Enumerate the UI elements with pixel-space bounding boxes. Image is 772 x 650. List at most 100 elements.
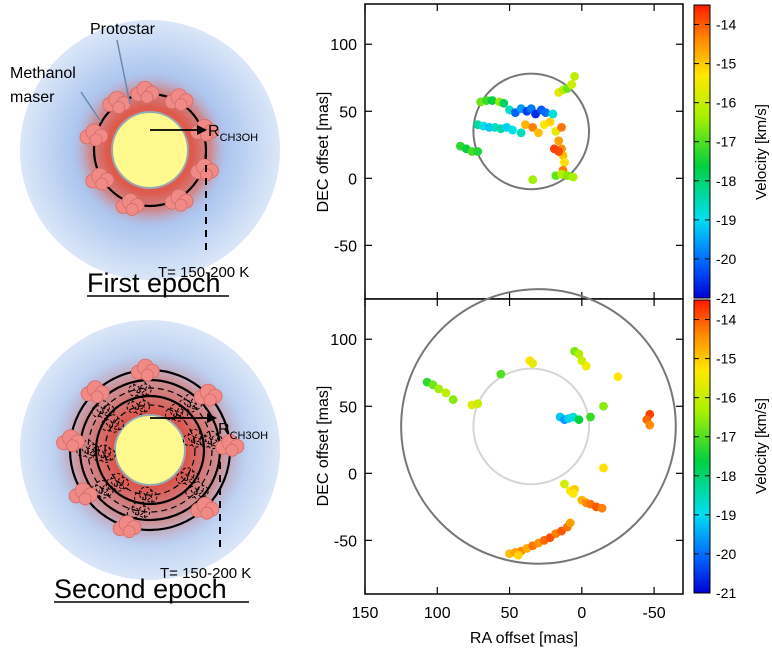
maser-cloud (185, 481, 209, 500)
maser-spot (499, 98, 509, 108)
maser-cloud (164, 188, 194, 212)
colorbar-gradient (693, 4, 711, 299)
y-tick-label: 0 (348, 466, 357, 483)
radius-arrowhead (207, 413, 217, 423)
maser-label: maser (10, 89, 55, 106)
maser-spot (496, 369, 506, 379)
maser-cloud (215, 433, 245, 457)
protostar-pointer-line (116, 39, 131, 105)
maser-spot (516, 128, 526, 138)
ticks-layer: 100 50 0 -50 (330, 4, 683, 299)
protostar-label: Protostar (90, 21, 156, 38)
maser-spot (521, 120, 530, 130)
colorbar-tick-label: -19 (716, 212, 736, 228)
radius-label: RCH3OH (218, 421, 268, 442)
x-axis-label: RA offset [mas] (470, 630, 578, 647)
maser-spot (645, 420, 655, 430)
colorbar-tick-label: -18 (716, 468, 736, 484)
maser-spot (541, 108, 551, 118)
colorbar-tick-label: -21 (716, 290, 736, 306)
reference-circle (472, 72, 591, 191)
maser-spot (473, 147, 483, 156)
y-tick-label: 0 (348, 171, 357, 188)
maser-spot (548, 109, 558, 119)
x-tick-label: 150 (352, 605, 379, 622)
maser-spot (528, 358, 538, 368)
maser-spot (560, 157, 569, 167)
maser-cloud (80, 380, 110, 404)
maser-cloud (175, 467, 200, 486)
dashed-ring-inner (104, 404, 196, 496)
maser-cloud (190, 158, 219, 182)
x-tick-label: 100 (424, 605, 451, 622)
maser-spot (528, 175, 538, 185)
colorbar-tick-label: -20 (716, 251, 736, 267)
maser-cloud (128, 379, 152, 399)
colorbar-ticks: -14 -15 -16 -17 -18 -19 -20 -21 (694, 312, 736, 601)
x-tick-label: -50 (643, 605, 666, 622)
maser-spot (570, 72, 579, 81)
colorbar-top: -14 -15 -16 -17 -18 -19 -20 -21 Velocity [km/s] (693, 4, 770, 306)
colorbar-tick-label: -16 (716, 390, 736, 406)
maser-cloud (164, 88, 194, 112)
chart-top-panel: 100 50 0 -50 DEC offset [mas] (315, 3, 684, 300)
y-tick-label: 50 (339, 104, 357, 121)
maser-spot (586, 412, 595, 422)
colorbar-tick-label: -17 (716, 134, 736, 150)
maser-cloud (79, 123, 109, 147)
temperature-label: T= 150-200 K (158, 264, 249, 281)
maser-cloud (190, 496, 220, 520)
maser-spot (545, 117, 555, 127)
points-layer (422, 346, 655, 560)
maser-pointer-line (80, 91, 102, 123)
colorbar-label: Velocity [km/s] (753, 104, 770, 200)
maser-spot (487, 96, 497, 105)
maser-spot (574, 349, 584, 359)
maser-cloud (100, 414, 125, 433)
y-tick-label: -50 (334, 533, 357, 550)
maser-spot (528, 122, 538, 132)
maser-cloud (130, 80, 160, 104)
colorbar-gradient (693, 299, 711, 594)
colorbar-tick-label: -19 (716, 507, 736, 523)
maser-spot (567, 80, 577, 89)
plot-frame (364, 298, 684, 595)
maser-spot (441, 388, 451, 398)
first-epoch-label: First epoch (87, 268, 221, 298)
colorbar-tick-label: -15 (716, 351, 736, 367)
y-tick-label: -50 (334, 238, 357, 255)
maser-spot (473, 399, 483, 408)
colorbar-tick-label: -21 (716, 585, 736, 601)
colorbar-label: Velocity [km/s] (753, 398, 770, 494)
maser-cloud (56, 429, 85, 453)
maser-cloud (68, 482, 98, 506)
maser-cloud (134, 486, 158, 506)
maser-cloud (85, 167, 115, 191)
maser-cloud (193, 383, 223, 407)
points-layer (456, 72, 579, 185)
colorbar-bottom: -14 -15 -16 -17 -18 -19 -20 -21 Velocity [km/s] (693, 299, 770, 601)
reference-circle (400, 288, 677, 565)
protostar-core (111, 111, 189, 189)
chart-bottom-panel: 100 50 0 -50 150 100 50 0 -50 DEC offset [mas] R… (315, 288, 684, 647)
maser-cloud (126, 396, 151, 415)
circle-layer (400, 288, 677, 565)
maser-spot (534, 128, 543, 138)
ticks-layer: 100 50 0 -50 150 100 50 0 -50 (330, 299, 683, 622)
maser-spot (549, 144, 559, 154)
maser-spot (554, 136, 564, 146)
maser-cloud (130, 358, 160, 382)
maser-cloud-group (79, 80, 219, 216)
colorbar-tick-label: -16 (716, 95, 736, 111)
maser-spot (560, 479, 569, 489)
second-epoch-schematic: RCH3OH T= 150-200 K Second epoch (20, 320, 280, 604)
maser-cloud (115, 193, 145, 216)
colorbar-tick-label: -14 (716, 17, 736, 33)
protostar-core (114, 414, 186, 486)
maser-cloud (91, 400, 115, 419)
methanol-ring-inner (94, 394, 206, 506)
reference-circle (472, 367, 591, 486)
maser-spot (565, 518, 575, 528)
maser-spot (597, 503, 607, 513)
maser-cloud (102, 91, 132, 114)
